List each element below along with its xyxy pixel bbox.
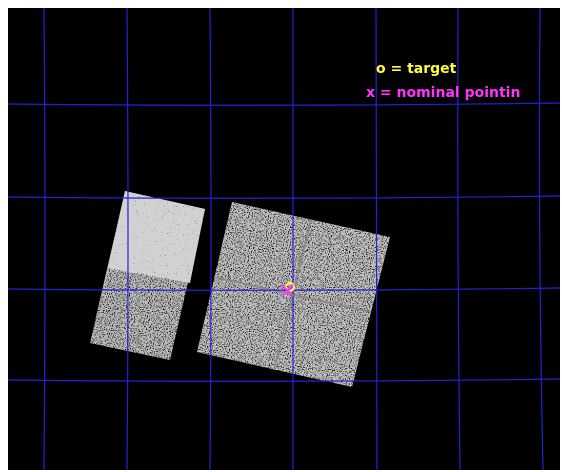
grid-line [8,102,560,106]
target-marker [285,282,295,292]
chip-noise [108,191,205,283]
grid-line [538,8,544,470]
image-content: o = target x = nominal pointin [8,8,560,470]
coordinate-grid [8,8,560,470]
grid-line [8,195,560,199]
grid-line [8,378,560,382]
legend-target: o = target [376,61,457,77]
grid-line [292,8,295,470]
grid-line [43,8,46,470]
grid-line [209,8,212,470]
grid-line [126,8,129,470]
legend-pointing: x = nominal pointin [366,85,520,101]
chip-noise [90,268,190,360]
grid-line [457,8,461,470]
pointing-marker [281,284,294,297]
grid-line [375,8,378,470]
grid-line [8,287,560,291]
